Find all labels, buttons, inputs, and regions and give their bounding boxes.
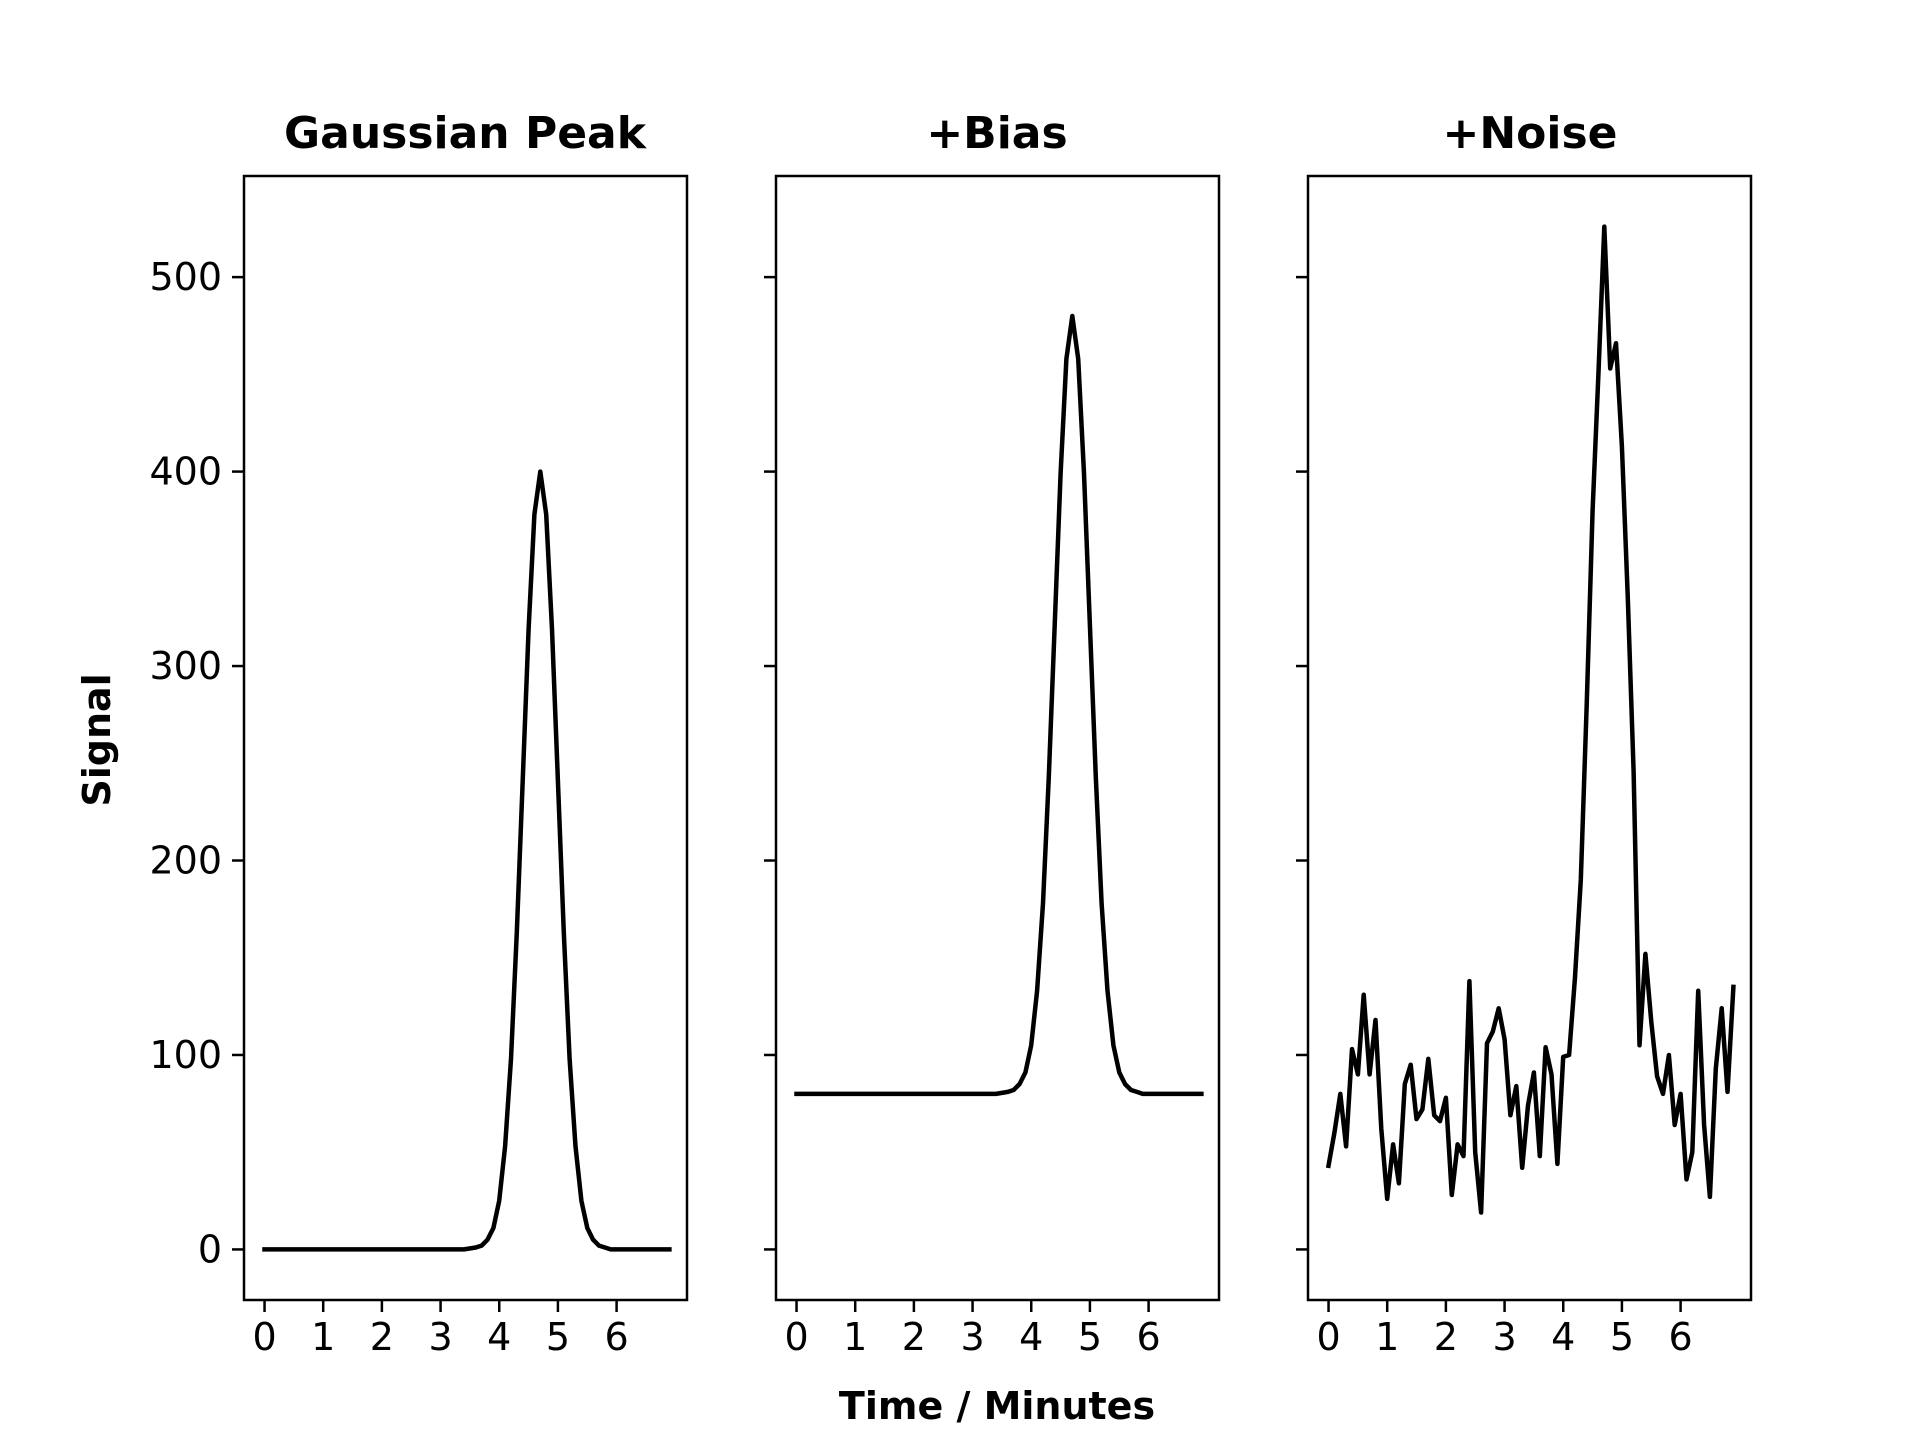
x-tick-label: 5 [1078, 1315, 1102, 1359]
y-tick-label: 0 [198, 1227, 222, 1271]
plot-frame [774, 174, 1221, 1302]
y-tick-label: 300 [149, 644, 222, 688]
x-tick-label: 5 [1610, 1315, 1634, 1359]
x-tick-label: 4 [487, 1315, 511, 1359]
x-tick-label: 3 [1492, 1315, 1516, 1359]
x-axis-label: Time / Minutes [839, 1384, 1155, 1428]
y-tick-label: 100 [149, 1033, 222, 1077]
plot-frame [1306, 174, 1753, 1302]
x-tick-label: 1 [1375, 1315, 1399, 1359]
x-tick-label: 4 [1019, 1315, 1043, 1359]
x-tick-label: 2 [902, 1315, 926, 1359]
x-tick-label: 2 [370, 1315, 394, 1359]
x-tick-label: 0 [1316, 1315, 1340, 1359]
x-tick-label: 0 [784, 1315, 808, 1359]
panel-title: +Bias [926, 108, 1067, 159]
x-tick-label: 0 [252, 1315, 276, 1359]
series-line [262, 469, 672, 1252]
x-tick-label: 3 [960, 1315, 984, 1359]
y-tick-label: 500 [149, 255, 222, 299]
series-line [1325, 224, 1736, 1215]
x-tick-label: 6 [604, 1315, 628, 1359]
x-tick-label: 3 [428, 1315, 452, 1359]
x-tick-label: 6 [1668, 1315, 1692, 1359]
x-tick-label: 6 [1136, 1315, 1160, 1359]
x-tick-label: 2 [1434, 1315, 1458, 1359]
y-tick-label: 200 [149, 839, 222, 883]
panel-title: Gaussian Peak [284, 108, 648, 159]
plot-frame [242, 174, 689, 1302]
series-line [794, 313, 1204, 1097]
x-tick-label: 1 [843, 1315, 867, 1359]
x-tick-label: 4 [1551, 1315, 1575, 1359]
y-axis-label: Signal [75, 673, 119, 806]
y-tick-label: 400 [149, 450, 222, 494]
panel-title: +Noise [1442, 108, 1617, 159]
x-tick-label: 5 [546, 1315, 570, 1359]
x-tick-label: 1 [311, 1315, 335, 1359]
